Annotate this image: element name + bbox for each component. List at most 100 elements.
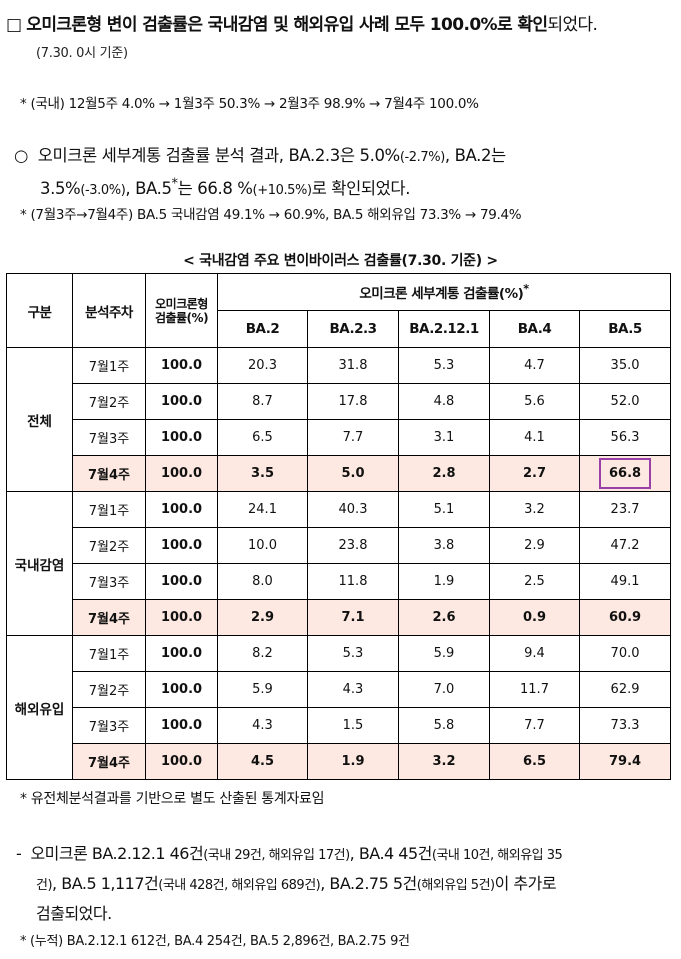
value-cell: 4.3 — [307, 671, 399, 708]
value-cell: 11.8 — [307, 563, 399, 600]
table-row: 7월3주 100.0 8.0 11.8 1.9 2.5 49.1 — [7, 563, 672, 600]
header-variant: BA.2.12.1 — [398, 310, 490, 348]
dash-text-2b: , BA.2.75 5건 — [320, 874, 417, 893]
value-cell: 4.5 — [217, 743, 308, 780]
value-cell: 70.0 — [578, 635, 672, 672]
dash-line-1: - 오미크론 BA.2.12.1 46건(국내 29건, 해외유입 17건), … — [16, 840, 563, 864]
square-bullet-icon: □ — [6, 15, 22, 35]
bullet-text-2a: 3.5% — [40, 179, 81, 198]
group-label: 해외유입 — [6, 635, 73, 780]
bullet-text-1a: 오미크론 세부계통 검출률 분석 결과, BA.2.3은 5.0% — [37, 146, 401, 165]
headline: □ 오미크론형 변이 검출률은 국내감염 및 해외유입 사례 모두 100.0%… — [6, 10, 598, 35]
value-cell: 11.7 — [489, 671, 580, 708]
value-cell: 2.6 — [398, 599, 490, 636]
week-cell: 7월2주 — [72, 671, 146, 708]
table-row: 7월4주 100.0 4.5 1.9 3.2 6.5 79.4 — [7, 743, 672, 780]
value-cell: 5.3 — [307, 635, 399, 672]
value-cell: 9.4 — [489, 635, 580, 672]
omicron-rate-cell: 100.0 — [145, 527, 218, 564]
value-cell: 2.5 — [489, 563, 580, 600]
omicron-rate-cell: 100.0 — [145, 455, 218, 492]
omicron-rate-cell: 100.0 — [145, 383, 218, 420]
table-row: 7월4주 100.0 3.5 5.0 2.8 2.7 66.8 — [7, 455, 672, 492]
dash-text-2s0: 건) — [36, 878, 53, 893]
value-cell: 23.8 — [307, 527, 399, 564]
table-row: 국내감염 7월1주 100.0 24.1 40.3 5.1 3.2 23.7 — [6, 491, 672, 636]
header-variant: BA.5 — [578, 310, 672, 348]
value-cell: 35.0 — [578, 347, 672, 384]
footnote-genomic: * 유전체분석결과를 기반으로 별도 산출된 통계자료임 — [20, 791, 325, 807]
header-group: 구분 — [6, 273, 73, 348]
dash-text-1b: , BA.4 45건 — [349, 844, 433, 863]
header-week: 분석주차 — [72, 273, 146, 348]
value-cell: 1.5 — [307, 707, 399, 744]
table-row: 7월2주 100.0 8.7 17.8 4.8 5.6 52.0 — [7, 383, 672, 420]
value-cell: 5.6 — [489, 383, 580, 420]
value-cell: 0.9 — [489, 599, 580, 636]
value-cell: 3.2 — [398, 743, 490, 780]
variant-header-row: BA.2 BA.2.3 BA.2.12.1 BA.4 BA.5 — [7, 310, 672, 348]
value-cell: 7.0 — [398, 671, 490, 708]
table-row: 7월4주 100.0 2.9 7.1 2.6 0.9 60.9 — [7, 599, 672, 636]
bullet-text-2d: 로 확인되었다. — [311, 179, 411, 198]
value-cell: 20.3 — [217, 347, 308, 384]
header-variant: BA.4 — [489, 310, 580, 348]
table-caption: < 국내감염 주요 변이바이러스 검출률(7.30. 기준) > — [183, 253, 498, 269]
value-cell: 10.0 — [217, 527, 308, 564]
dash-text-2s1: (국내 428건, 해외유입 689건) — [158, 878, 321, 893]
value-cell: 8.0 — [217, 563, 308, 600]
table-row: 전체 7월1주 100.0 20.3 31.8 5.3 4.7 35.0 — [6, 347, 672, 492]
omicron-rate-cell: 100.0 — [145, 347, 218, 384]
table-row: 7월2주 100.0 10.0 23.8 3.8 2.9 47.2 — [7, 527, 672, 564]
value-cell: 3.5 — [217, 455, 308, 492]
header-variant: BA.2.3 — [307, 310, 399, 348]
value-cell: 7.7 — [489, 707, 580, 744]
value-cell: 56.3 — [578, 419, 672, 456]
note-weekly-change: * (7월3주→7월4주) BA.5 국내감염 49.1% → 60.9%, B… — [20, 207, 522, 223]
bullet-text-2c: 는 66.8 % — [177, 179, 253, 198]
omicron-rate-cell: 100.0 — [145, 671, 218, 708]
week-cell: 7월4주 — [72, 599, 146, 636]
value-cell: 60.9 — [578, 599, 672, 636]
week-cell: 7월2주 — [72, 383, 146, 420]
bullet-line-2: 3.5%(-3.0%), BA.5*는 66.8 %(+10.5%)로 확인되었… — [40, 175, 410, 199]
note-domestic-trend: * (국내) 12월5주 4.0% → 1월3주 50.3% → 2월3주 98… — [20, 96, 479, 112]
bullet-line-1: ○ 오미크론 세부계통 검출률 분석 결과, BA.2.3은 5.0%(-2.7… — [14, 142, 506, 166]
table-row: 7월3주 100.0 6.5 7.7 3.1 4.1 56.3 — [7, 419, 672, 456]
value-cell: 31.8 — [307, 347, 399, 384]
highlight-box: 66.8 — [598, 458, 652, 489]
omicron-rate-cell: 100.0 — [145, 491, 218, 528]
table-row: 7월3주 100.0 4.3 1.5 5.8 7.7 73.3 — [7, 707, 672, 744]
dash-line-3: 검출되었다. — [36, 904, 112, 923]
value-cell: 23.7 — [578, 491, 672, 528]
value-cell: 2.9 — [489, 527, 580, 564]
header-subline: 오미크론 세부계통 검출률(%)* — [216, 273, 672, 311]
value-cell: 2.8 — [398, 455, 490, 492]
header-omicron-rate: 오미크론형 검출률(%) — [145, 273, 218, 348]
value-cell: 5.9 — [217, 671, 308, 708]
group-label: 전체 — [6, 347, 73, 492]
value-cell: 3.2 — [489, 491, 580, 528]
value-cell: 3.1 — [398, 419, 490, 456]
value-cell: 7.7 — [307, 419, 399, 456]
omicron-rate-cell: 100.0 — [145, 707, 218, 744]
week-cell: 7월1주 — [72, 491, 146, 528]
value-cell: 47.2 — [578, 527, 672, 564]
variant-detection-table: 구분 분석주차 오미크론형 검출률(%) 오미크론 세부계통 검출률(%)* B… — [6, 273, 672, 780]
week-cell: 7월3주 — [72, 563, 146, 600]
value-cell: 1.9 — [398, 563, 490, 600]
value-cell: 6.5 — [489, 743, 580, 780]
headline-bold: 오미크론형 변이 검출률은 국내감염 및 해외유입 사례 모두 100.0%로 … — [26, 15, 548, 35]
value-cell: 17.8 — [307, 383, 399, 420]
value-cell: 49.1 — [578, 563, 672, 600]
value-cell: 8.2 — [217, 635, 308, 672]
bullet-text-2b: , BA.5 — [125, 179, 172, 198]
table-row: 7월2주 100.0 5.9 4.3 7.0 11.7 62.9 — [7, 671, 672, 708]
omicron-rate-cell: 100.0 — [145, 599, 218, 636]
value-cell: 62.9 — [578, 671, 672, 708]
value-cell: 5.1 — [398, 491, 490, 528]
week-cell: 7월3주 — [72, 707, 146, 744]
value-cell: 4.8 — [398, 383, 490, 420]
value-cell: 73.3 — [578, 707, 672, 744]
value-cell: 1.9 — [307, 743, 399, 780]
